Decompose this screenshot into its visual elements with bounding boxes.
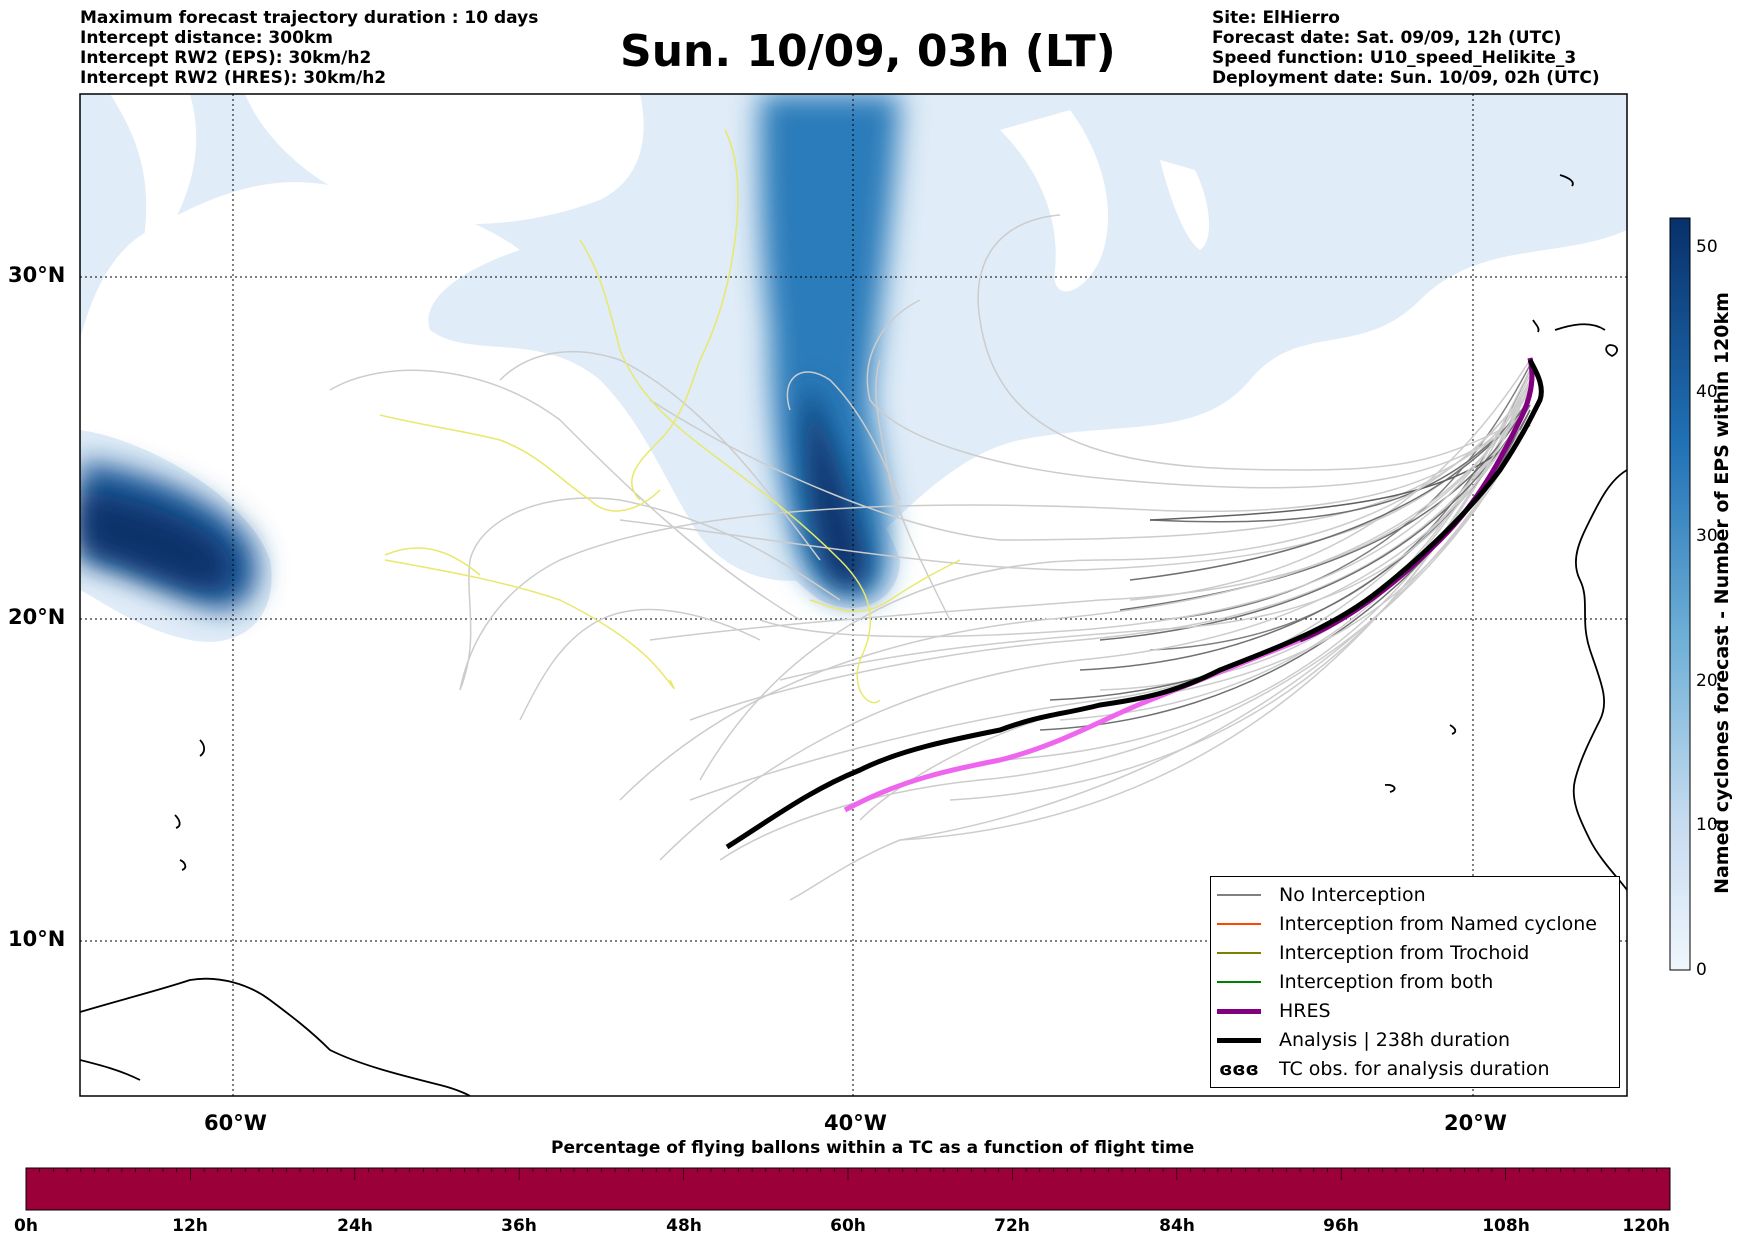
lon-label-20w: 20°W	[1444, 1111, 1507, 1135]
legend-item: Interception from Trochoid	[1217, 939, 1529, 967]
info-line: Intercept distance: 300km	[80, 28, 333, 48]
time-tick: 12h	[172, 1216, 208, 1236]
colorbar-tick: 30	[1696, 526, 1718, 546]
legend-item: Analysis | 238h duration	[1217, 1026, 1510, 1054]
lat-label-10n: 10°N	[8, 927, 66, 951]
info-line: Site: ElHierro	[1212, 8, 1340, 28]
white-gaps	[110, 94, 1210, 292]
info-line: Deployment date: Sun. 10/09, 02h (UTC)	[1212, 68, 1600, 88]
legend-swatch	[1217, 981, 1261, 983]
time-tick: 48h	[666, 1216, 702, 1236]
colorbar-tick: 50	[1696, 237, 1718, 257]
colorbar-tick: 20	[1696, 671, 1718, 691]
time-tick: 120h	[1622, 1216, 1670, 1236]
legend-label: Analysis | 238h duration	[1279, 1029, 1511, 1051]
time-tick: 108h	[1482, 1216, 1530, 1236]
legend-item: HRES	[1217, 997, 1331, 1025]
info-line: Intercept RW2 (EPS): 30km/h2	[80, 48, 372, 68]
legend-label: Interception from both	[1279, 971, 1494, 993]
legend-label: No Interception	[1279, 884, 1426, 906]
lat-label-20n: 20°N	[8, 605, 66, 629]
colorbar-tick: 40	[1696, 382, 1718, 402]
analysis-trajectory	[725, 358, 1544, 850]
colorbar-label: Named cyclones forecast - Number of EPS …	[1702, 215, 1742, 970]
info-line: Maximum forecast trajectory duration : 1…	[80, 8, 539, 28]
legend-swatch	[1217, 1008, 1261, 1014]
colorbar-tick: 0	[1696, 960, 1707, 980]
chart-title: Sun. 10/09, 03h (LT)	[620, 26, 1116, 77]
lon-label-60w: 60°W	[204, 1111, 267, 1135]
legend-item: Interception from both	[1217, 968, 1493, 996]
map-plot-area	[80, 94, 1627, 1096]
trochoid-trajectories	[379, 129, 961, 704]
legend-item: No Interception	[1217, 881, 1426, 909]
legend-label: HRES	[1279, 1000, 1331, 1022]
legend-label: Interception from Named cyclone	[1279, 913, 1597, 935]
coastlines	[80, 174, 1627, 1096]
legend-swatch	[1217, 1037, 1261, 1043]
lon-label-40w: 40°W	[824, 1111, 887, 1135]
header-left-info: Maximum forecast trajectory duration : 1…	[80, 8, 538, 88]
legend-item: Interception from Named cyclone	[1217, 910, 1597, 938]
info-line: Speed function: U10_speed_Helikite_3	[1212, 48, 1577, 68]
eps-trajectories	[329, 214, 1531, 901]
time-tick: 84h	[1159, 1216, 1195, 1236]
map-frame	[79, 93, 1628, 1097]
legend-item: ɞɞɞ TC obs. for analysis duration	[1217, 1055, 1550, 1083]
time-tick: 36h	[501, 1216, 537, 1236]
map-legend: No Interception Interception from Named …	[1210, 876, 1620, 1088]
colorbar-label-text: Named cyclones forecast - Number of EPS …	[1711, 291, 1733, 894]
time-tick: 0h	[14, 1216, 38, 1236]
time-tick: 60h	[830, 1216, 866, 1236]
info-line: Intercept RW2 (HRES): 30km/h2	[80, 68, 387, 88]
tc-obs-icon: ɞɞɞ	[1219, 1058, 1259, 1080]
colorbar	[1669, 217, 1691, 971]
percentage-bar-ticks	[39, 1168, 1657, 1180]
time-tick: 24h	[337, 1216, 373, 1236]
legend-swatch	[1217, 923, 1261, 925]
header-right-info: Site: ElHierro Forecast date: Sat. 09/09…	[1212, 8, 1600, 88]
info-line: Forecast date: Sat. 09/09, 12h (UTC)	[1212, 28, 1562, 48]
legend-swatch	[1217, 894, 1261, 896]
colorbar-tick: 10	[1696, 815, 1718, 835]
time-tick: 72h	[994, 1216, 1030, 1236]
time-tick: 96h	[1323, 1216, 1359, 1236]
legend-swatch	[1217, 952, 1261, 954]
lat-label-30n: 30°N	[8, 263, 66, 287]
legend-label: TC obs. for analysis duration	[1279, 1058, 1550, 1080]
percentage-bar-title: Percentage of flying ballons within a TC…	[551, 1138, 1195, 1158]
legend-label: Interception from Trochoid	[1279, 942, 1530, 964]
cyclone-density-darkest	[80, 380, 870, 591]
